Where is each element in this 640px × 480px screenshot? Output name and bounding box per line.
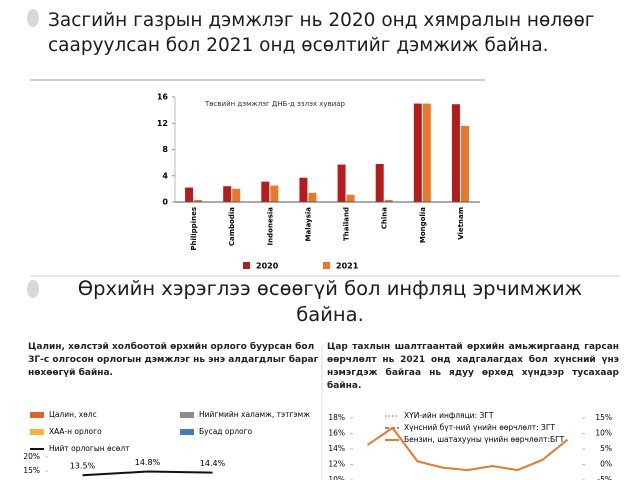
legend-label: ХАА-н орлого bbox=[49, 427, 102, 436]
y-tick-label: 15% bbox=[23, 466, 40, 475]
data-label: 14.8% bbox=[135, 458, 161, 467]
bar bbox=[451, 104, 460, 202]
line bbox=[366, 426, 569, 472]
bar bbox=[308, 192, 317, 202]
legend-label: Цалин, хөлс bbox=[49, 410, 97, 419]
heading: Өрхийн хэрэглээ өсөөгүй бол инфляц эрчим… bbox=[77, 277, 583, 326]
x-tick-label: China bbox=[381, 207, 389, 230]
y-tick-label: 14% bbox=[328, 444, 345, 453]
bar bbox=[460, 125, 469, 202]
bar bbox=[223, 186, 232, 202]
x-tick-label: Philippines bbox=[190, 207, 198, 251]
bar bbox=[261, 181, 270, 202]
heading: Засгийн газрын дэмжлэг нь 2020 онд хямра… bbox=[48, 10, 595, 56]
legend-label: Хүнсний бүт-ний үнийн өөрчлөлт: ЗГТ bbox=[404, 423, 555, 432]
y-tick-label: 10% bbox=[328, 475, 345, 480]
line bbox=[82, 470, 213, 477]
x-tick-label: Indonesia bbox=[266, 207, 274, 246]
bar bbox=[232, 188, 241, 202]
y-tick-label: 18% bbox=[328, 413, 345, 422]
y2-tick-label: 5% bbox=[600, 444, 612, 453]
bar bbox=[384, 200, 393, 202]
bar bbox=[413, 103, 422, 202]
bullet bbox=[27, 280, 39, 298]
y-tick-label: 16% bbox=[328, 429, 345, 438]
legend-label: Нийт орлогын өсөлт bbox=[49, 444, 130, 453]
bar bbox=[346, 194, 355, 202]
y-tick-label: 0 bbox=[162, 198, 168, 207]
legend-label: Бусад орлого bbox=[199, 427, 253, 436]
y-tick-label: 4 bbox=[162, 171, 168, 180]
legend-label: ХҮИ-ийн инфляци: ЗГТ bbox=[404, 411, 494, 420]
legend-swatch bbox=[30, 429, 44, 435]
legend-label: Нийгмийн халамж, тэтгэмж bbox=[199, 410, 310, 419]
y-tick-label: 12% bbox=[328, 460, 345, 469]
legend-swatch bbox=[180, 412, 194, 418]
y2-tick-label: -5% bbox=[597, 475, 612, 480]
x-tick-label: Cambodia bbox=[228, 207, 236, 246]
y2-tick-label: 10% bbox=[595, 429, 612, 438]
x-tick-label: Malaysia bbox=[304, 207, 312, 242]
bar bbox=[422, 103, 431, 202]
bar bbox=[299, 177, 308, 202]
x-tick-label: Vietnam bbox=[457, 207, 465, 240]
data-label: 14.4% bbox=[200, 459, 226, 468]
legend-swatch bbox=[323, 262, 330, 269]
y-tick-label: 8 bbox=[162, 145, 168, 154]
legend-label: 2021 bbox=[336, 262, 359, 271]
legend-label: Бензин, шатахууны үнийн өөрчлөлт:БГТ bbox=[404, 435, 565, 444]
chart-subtitle: Төсвийн дэмжлэг ДНБ-д эзлэх хувиар bbox=[204, 100, 346, 108]
y2-tick-label: 15% bbox=[595, 413, 612, 422]
x-tick-label: Mongolia bbox=[419, 207, 427, 243]
legend-swatch bbox=[243, 262, 250, 269]
chart-title: Цалин, хөлстэй холбоотой өрхийн орлого б… bbox=[28, 342, 319, 378]
bar bbox=[375, 163, 384, 202]
y2-tick-label: 0% bbox=[600, 460, 612, 469]
bar bbox=[337, 164, 346, 202]
x-tick-label: Thailand bbox=[343, 207, 351, 241]
chart-title: Цар тахлын шалтгаантай өрхийн амьжиргаан… bbox=[327, 342, 619, 391]
data-label: 13.5% bbox=[70, 462, 96, 471]
legend-label: 2020 bbox=[256, 262, 279, 271]
legend-swatch bbox=[180, 429, 194, 435]
y-tick-label: 20% bbox=[23, 452, 40, 461]
bullet bbox=[27, 9, 39, 27]
bar bbox=[270, 185, 279, 202]
y-tick-label: 16 bbox=[157, 93, 169, 102]
legend-swatch bbox=[30, 412, 44, 418]
bar bbox=[185, 187, 194, 202]
bar bbox=[194, 200, 203, 202]
y-tick-label: 12 bbox=[157, 119, 168, 128]
